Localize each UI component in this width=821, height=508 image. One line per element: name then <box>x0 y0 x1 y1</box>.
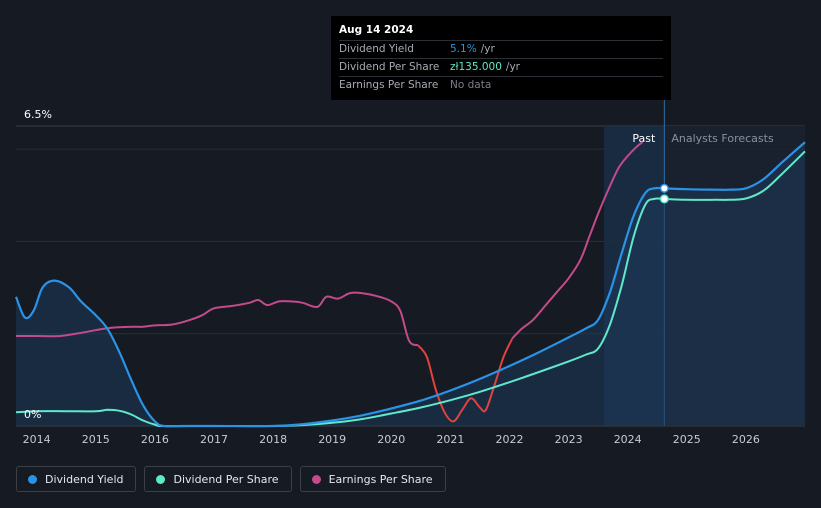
tooltip-unit: /yr <box>480 43 495 55</box>
legend-dividend-yield[interactable]: Dividend Yield <box>16 466 137 492</box>
tooltip-value: No data <box>450 79 492 91</box>
tooltip-label: Dividend Yield <box>339 43 414 55</box>
dividend-yield-marker <box>659 183 669 193</box>
forecast-label: Analysts Forecasts <box>671 132 774 145</box>
dividend-per-share-line <box>15 150 806 428</box>
legend-label: Earnings Per Share <box>328 472 433 486</box>
x-tick-label: 2023 <box>555 433 583 446</box>
legend-dot-icon <box>28 474 37 484</box>
dividend-per-share-marker <box>659 194 669 204</box>
x-tick-label: 2020 <box>377 433 405 446</box>
legend-label: Dividend Yield <box>45 472 124 486</box>
x-tick-label: 2022 <box>495 433 523 446</box>
tooltip-value: zł135.000 <box>450 61 502 73</box>
legend-dividend-per-share[interactable]: Dividend Per Share <box>144 466 292 492</box>
x-tick-label: 2019 <box>318 433 346 446</box>
legend-label: Dividend Per Share <box>173 472 279 486</box>
x-tick-label: 2021 <box>436 433 464 446</box>
chart-axes: 6.5% 0% 2014 2015 2016 2017 2018 2019 2020 2021 20… <box>23 108 760 446</box>
x-tick-label: 2017 <box>200 433 228 446</box>
y-axis-max-label: 6.5% <box>24 108 52 121</box>
hover-tooltip: Aug 14 2024 Dividend Yield 5.1% /yr Divi… <box>331 16 671 100</box>
x-tick-label: 2024 <box>614 433 642 446</box>
x-tick-label: 2015 <box>82 433 110 446</box>
earnings-per-share-line <box>16 291 419 347</box>
dividend-yield-fill <box>16 142 805 427</box>
tooltip-row-dividend-per-share: Dividend Per Share zł135.000 /yr <box>339 58 663 76</box>
x-tick-label: 2016 <box>141 433 169 446</box>
hover-markers <box>659 183 669 204</box>
legend-dot-icon <box>156 474 166 484</box>
tooltip-date: Aug 14 2024 <box>339 24 414 36</box>
dividend-yield-area <box>16 142 805 427</box>
x-tick-label: 2025 <box>673 433 701 446</box>
x-tick-label: 2018 <box>259 433 287 446</box>
legend-earnings-per-share[interactable]: Earnings Per Share <box>299 466 446 492</box>
y-axis-min-label: 0% <box>24 408 41 421</box>
x-tick-label: 2026 <box>732 433 760 446</box>
past-label: Past <box>632 132 656 145</box>
legend-dot-icon <box>311 474 321 484</box>
tooltip-row-earnings-per-share: Earnings Per Share No data <box>339 76 663 94</box>
earnings-per-share-line-negative <box>417 337 514 423</box>
tooltip-label: Earnings Per Share <box>339 79 439 91</box>
tooltip-row-dividend-yield: Dividend Yield 5.1% /yr <box>339 40 663 58</box>
x-tick-label: 2014 <box>23 433 51 446</box>
earnings-per-share-line-recent <box>511 141 644 340</box>
tooltip-unit: /yr <box>505 61 520 73</box>
tooltip-label: Dividend Per Share <box>339 61 440 73</box>
tooltip-value: 5.1% <box>450 43 477 55</box>
chart-legend: Dividend Yield Dividend Per Share Earnin… <box>16 466 446 492</box>
